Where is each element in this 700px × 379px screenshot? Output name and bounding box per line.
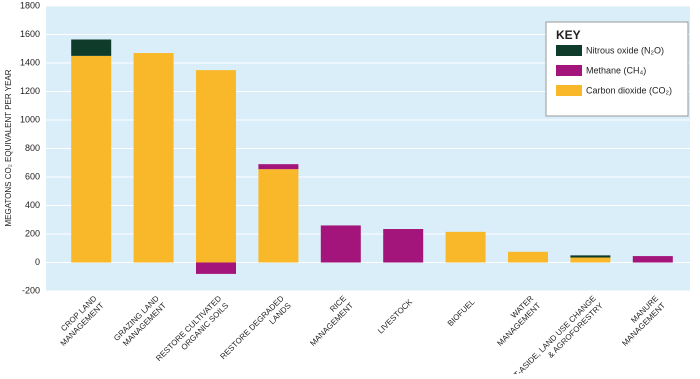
bar-segment bbox=[320, 225, 361, 263]
y-tick-label: 0 bbox=[35, 257, 40, 267]
y-tick-label: 1000 bbox=[20, 114, 40, 124]
y-tick-label: 1200 bbox=[20, 86, 40, 96]
y-tick-label: 1400 bbox=[20, 57, 40, 67]
bar-segment bbox=[258, 169, 299, 263]
bar-segment bbox=[570, 255, 611, 258]
bar-segment bbox=[196, 262, 236, 274]
x-tick-label: WATERMANAGEMENT bbox=[488, 294, 542, 348]
y-tick-label: 400 bbox=[25, 200, 40, 210]
legend: KEY Nitrous oxide (N₂O) Methane (CH₄) Carbo… bbox=[545, 21, 689, 117]
y-tick-label: -200 bbox=[22, 285, 40, 295]
y-tick-label: 1800 bbox=[20, 0, 40, 10]
bar-segment bbox=[258, 164, 299, 170]
legend-swatch bbox=[556, 45, 582, 56]
legend-label: Carbon dioxide (CO₂) bbox=[586, 85, 672, 95]
x-tick-label-line: RESTORE DEGRADED bbox=[219, 294, 286, 361]
bar-segment bbox=[508, 251, 548, 263]
bar-segment bbox=[632, 256, 673, 263]
y-tick-label: 800 bbox=[25, 143, 40, 153]
y-tick-label: 600 bbox=[25, 171, 40, 181]
legend-label: Nitrous oxide (N₂O) bbox=[586, 45, 664, 55]
x-tick-label: GRAZING LANDMANAGEMENT bbox=[112, 294, 168, 350]
x-tick-label-line: LIVESTOCK bbox=[376, 297, 414, 335]
bar-segment bbox=[445, 231, 486, 263]
x-tick-label: MANUREMANAGEMENT bbox=[613, 294, 667, 348]
legend-swatch bbox=[556, 65, 582, 76]
x-tick-label: BIOFUEL bbox=[446, 297, 477, 328]
legend-label: Methane (CH₄) bbox=[586, 65, 646, 75]
x-tick-label: CROP LANDMANAGEMENT bbox=[52, 294, 106, 348]
y-tick-label: 200 bbox=[25, 228, 40, 238]
bar-segment bbox=[196, 70, 236, 263]
x-tick-label: LIVESTOCK bbox=[376, 297, 414, 335]
x-tick-label-line: BIOFUEL bbox=[446, 297, 477, 328]
y-axis-label: MEGATONS CO₂ EQUIVALENT PER YEAR bbox=[4, 69, 13, 226]
legend-title: KEY bbox=[556, 28, 581, 42]
bar-segment bbox=[570, 257, 611, 263]
bar-segment bbox=[71, 55, 112, 263]
bar-segment bbox=[71, 39, 112, 56]
y-tick-label: 1600 bbox=[20, 29, 40, 39]
bar-segment bbox=[383, 229, 424, 263]
legend-swatch bbox=[556, 85, 582, 96]
x-tick-label: RICEMANAGEMENT bbox=[301, 294, 355, 348]
x-tick-label: RESTORE DEGRADEDLANDS bbox=[219, 294, 293, 368]
bar-segment bbox=[133, 53, 174, 263]
